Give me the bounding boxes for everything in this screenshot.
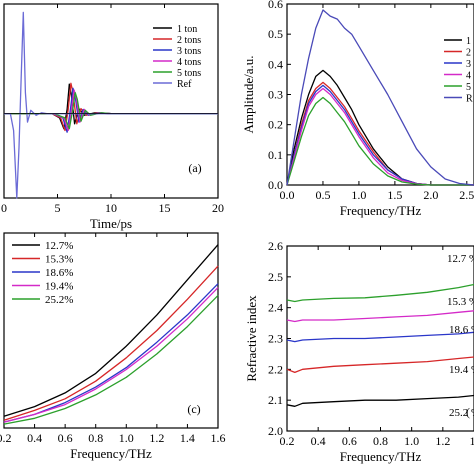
- x-axis-label: Frequency/THz: [340, 203, 422, 218]
- legend-label: 3: [466, 59, 471, 70]
- legend-label: Ref: [177, 79, 192, 90]
- series-line-4: [286, 87, 474, 186]
- series-label: 18.6 %: [449, 324, 474, 336]
- y-tick-label: 0.2: [268, 118, 283, 132]
- y-tick-label: 0.0: [268, 178, 283, 192]
- panel-label: (: [466, 405, 470, 419]
- x-tick-label: 0.4: [311, 434, 326, 448]
- x-tick-label: 2.0: [423, 188, 438, 202]
- x-tick-label: 1.2: [435, 434, 450, 448]
- y-tick-label: 2.2: [268, 362, 283, 376]
- legend-label: 1 ton: [177, 24, 197, 35]
- x-tick-label: 0: [1, 201, 7, 215]
- legend-label: 15.3%: [45, 254, 73, 266]
- plot-frame: [3, 232, 219, 429]
- series-label: 25.2 %: [449, 407, 474, 419]
- series-line-5: [4, 91, 218, 130]
- legend-label: 3 tons: [177, 46, 201, 57]
- series-label: 19.4 %: [449, 364, 474, 376]
- series-line-5: [3, 294, 219, 425]
- panel-d: 0.2 0.4 0.6 0.8 1.0 1.2 1. 2.0 2.1 2.2 2.3 2.4 2.5 2.…: [244, 239, 474, 464]
- x-tick-label: 0.5: [315, 188, 330, 202]
- legend-label: 2: [466, 48, 471, 59]
- y-tick-label: 0.1: [268, 148, 283, 162]
- series-line-1: [4, 83, 218, 130]
- x-tick-label: 0.6: [58, 431, 73, 445]
- legend-label: 5: [466, 82, 471, 93]
- series-line-4: [4, 89, 218, 132]
- x-tick-label: 0.8: [88, 431, 103, 445]
- x-tick-label: 1.0: [351, 188, 366, 202]
- x-tick-label: 0.6: [342, 434, 357, 448]
- y-tick-label: 0.6: [268, 0, 283, 11]
- legend-label: 18.6%: [45, 267, 73, 279]
- series-line-6: [4, 11, 218, 199]
- series-line-3: [286, 331, 474, 343]
- x-tick-label: 0.8: [373, 434, 388, 448]
- x-tick-label: 20: [212, 201, 224, 215]
- panel-c: 0.2 0.4 0.6 0.8 1.0 1.2 1.4 1.6 Frequency/THz 12.…: [0, 232, 226, 461]
- series-line-1: [286, 283, 474, 303]
- x-tick-label: 2.5: [459, 188, 474, 202]
- y-tick-label: 2.4: [268, 301, 283, 315]
- legend-label: 4 tons: [177, 57, 201, 68]
- x-tick-label: 1.0: [404, 434, 419, 448]
- x-axis-label: Frequency/THz: [70, 446, 152, 461]
- y-tick-label: 0.4: [268, 57, 283, 71]
- x-tick-label: 5: [55, 201, 61, 215]
- x-tick-label: 15: [159, 201, 171, 215]
- y-tick-label: 2.1: [268, 393, 283, 407]
- x-axis-label: Time/ps: [90, 216, 132, 231]
- x-tick-label: 0.4: [27, 431, 42, 445]
- legend-label: 25.2%: [45, 294, 73, 306]
- series-line-2: [286, 310, 474, 323]
- y-axis-label: Amplitude/a.u.: [241, 56, 256, 134]
- panel-label: (c): [187, 402, 200, 416]
- legend-label: 1: [466, 36, 471, 47]
- y-tick-label: 0.5: [268, 27, 283, 41]
- x-tick-label: 0.0: [280, 188, 295, 202]
- legend-label: 19.4%: [45, 281, 73, 293]
- series-line-5: [286, 96, 474, 186]
- series-label: 12.7 %: [447, 253, 474, 265]
- series-line-3: [4, 87, 218, 133]
- legend-label: 5 tons: [177, 68, 201, 79]
- x-tick-label: 1.: [470, 434, 474, 448]
- series-line-3: [286, 84, 474, 186]
- legend-label: 2 tons: [177, 35, 201, 46]
- x-tick-label: 1.4: [180, 431, 195, 445]
- panel-b: 0.0 0.5 1.0 1.5 2.0 2.5 0.0 0.1 0.2 0.3 0.4 0.5 0.6 F…: [241, 0, 474, 218]
- y-tick-label: 2.3: [268, 332, 283, 346]
- series-line-1: [3, 244, 219, 417]
- y-tick-label: 2.0: [268, 424, 283, 438]
- y-tick-label: 2.5: [268, 270, 283, 284]
- x-tick-label: 1.6: [211, 431, 226, 445]
- x-tick-label: 0.2: [280, 434, 295, 448]
- x-tick-label: 0.2: [0, 431, 12, 445]
- x-tick-label: 1.2: [149, 431, 164, 445]
- y-tick-label: 2.6: [268, 239, 283, 253]
- y-tick-label: 0.3: [268, 88, 283, 102]
- series-line-2: [3, 265, 219, 421]
- panel-label: (a): [188, 161, 201, 175]
- x-tick-label: 1.5: [387, 188, 402, 202]
- legend-label: 4: [466, 71, 471, 82]
- series-line-1: [286, 69, 474, 186]
- legend-label: R: [466, 94, 473, 105]
- series-line-4: [3, 287, 219, 423]
- x-tick-label: 10: [105, 201, 117, 215]
- series-line-3: [3, 283, 219, 423]
- series-line-4: [286, 356, 474, 374]
- series-line-2: [4, 82, 218, 132]
- y-axis-label: Refractive index: [244, 295, 259, 382]
- x-tick-label: 1.0: [119, 431, 134, 445]
- x-axis-label: Frequency/THz: [340, 449, 422, 464]
- series-line-6: [286, 9, 474, 186]
- legend-label: 12.7%: [45, 240, 73, 252]
- series-label: 15.3 %: [447, 296, 474, 308]
- series-line-5: [286, 394, 474, 407]
